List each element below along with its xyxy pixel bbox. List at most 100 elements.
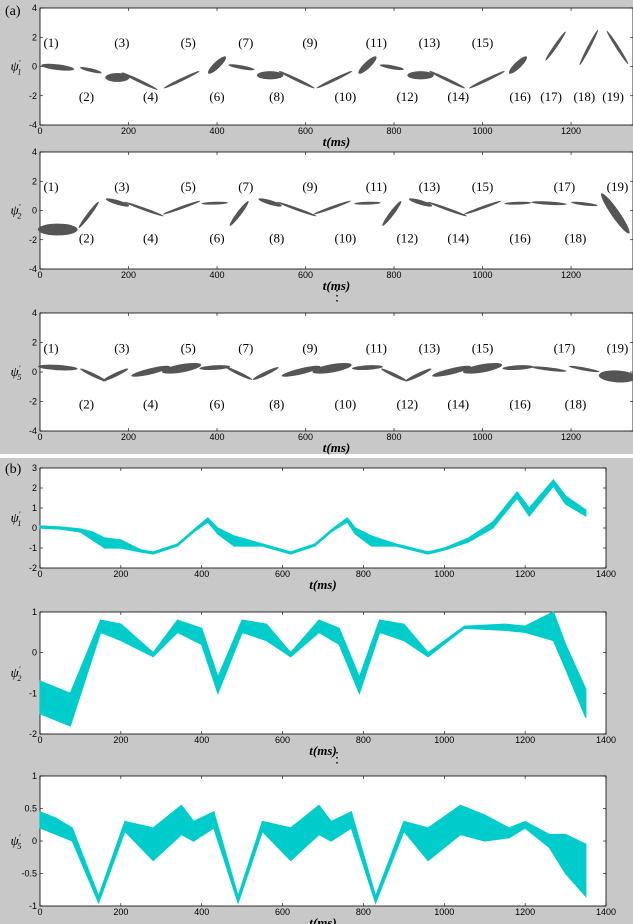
plot-area bbox=[39, 151, 633, 270]
x-tick-label: 0 bbox=[37, 432, 42, 442]
segment-ellipse-3 bbox=[102, 368, 129, 382]
segment-ellipse-12 bbox=[382, 200, 402, 226]
series-band bbox=[39, 611, 587, 727]
x-tick-label: 1000 bbox=[473, 126, 493, 136]
x-tick-label: 800 bbox=[387, 270, 402, 280]
segment-label: (16) bbox=[509, 230, 531, 245]
y-tick-label: 4 bbox=[32, 3, 37, 13]
x-tick-label: 400 bbox=[209, 270, 224, 280]
segment-label: (5) bbox=[181, 340, 196, 355]
x-tick-label: 1400 bbox=[596, 569, 616, 579]
segment-ellipse-19 bbox=[601, 193, 630, 234]
segment-ellipse-16 bbox=[508, 56, 528, 74]
x-tick-label: 1400 bbox=[596, 907, 616, 917]
x-axis-label: t(ms) bbox=[309, 743, 336, 758]
ellipsis-mark-1: ⋮ bbox=[330, 289, 344, 304]
plot-area bbox=[39, 775, 607, 907]
y-tick-label: -2 bbox=[29, 235, 37, 245]
segment-label: (15) bbox=[472, 35, 494, 50]
segment-ellipse-16 bbox=[504, 201, 532, 205]
segment-ellipse-1 bbox=[37, 364, 78, 371]
y-tick-label: 0 bbox=[32, 367, 37, 377]
plot-area bbox=[39, 467, 607, 569]
segment-label: (4) bbox=[143, 396, 158, 411]
x-tick-label: 1000 bbox=[434, 735, 454, 745]
segment-label: (11) bbox=[366, 340, 387, 355]
y-tick-label: -4 bbox=[29, 426, 37, 436]
segment-label: (10) bbox=[335, 396, 357, 411]
segment-label: (4) bbox=[143, 230, 158, 245]
segment-label: (1) bbox=[43, 340, 58, 355]
segment-ellipse-9 bbox=[278, 70, 315, 89]
plot-area bbox=[39, 312, 633, 432]
y-tick-label: 0 bbox=[32, 62, 37, 72]
panel-b-label: (b) bbox=[5, 462, 22, 477]
segment-ellipse-14 bbox=[429, 70, 466, 89]
x-tick-label: 1200 bbox=[515, 907, 535, 917]
x-tick-label: 200 bbox=[113, 907, 128, 917]
segment-ellipse-2 bbox=[80, 67, 102, 74]
segment-ellipse-17 bbox=[545, 31, 566, 61]
segment-ellipse-12 bbox=[379, 64, 404, 71]
x-tick-label: 600 bbox=[298, 126, 313, 136]
segment-ellipse-9 bbox=[276, 201, 317, 217]
segment-label: (7) bbox=[238, 340, 253, 355]
segment-label: (14) bbox=[447, 230, 469, 245]
x-axis-label: t(ms) bbox=[323, 440, 350, 455]
segment-label: (8) bbox=[269, 396, 284, 411]
y-tick-label: -2 bbox=[29, 91, 37, 101]
segment-label: (7) bbox=[238, 179, 253, 194]
segment-label: (3) bbox=[114, 179, 129, 194]
segment-ellipse-16 bbox=[502, 365, 534, 371]
segment-ellipse-4 bbox=[124, 201, 164, 217]
x-tick-label: 200 bbox=[113, 569, 128, 579]
x-axis-label: t(ms) bbox=[323, 278, 350, 293]
x-tick-label: 400 bbox=[194, 907, 209, 917]
y-tick-label: 3 bbox=[32, 463, 37, 473]
segment-label: (8) bbox=[269, 230, 284, 245]
y-tick-label: 1 bbox=[32, 771, 37, 781]
segment-ellipse-13 bbox=[407, 71, 434, 80]
segment-label: (5) bbox=[181, 35, 196, 50]
x-tick-label: 400 bbox=[209, 432, 224, 442]
y-axis-label: ψ' 2 bbox=[11, 665, 22, 683]
y-tick-label: 0 bbox=[32, 206, 37, 216]
x-axis-label: t(ms) bbox=[323, 134, 350, 149]
segment-ellipse-14 bbox=[427, 201, 467, 217]
segment-label: (2) bbox=[79, 230, 94, 245]
segment-label: (4) bbox=[143, 89, 158, 104]
y-tick-label: 4 bbox=[32, 147, 37, 157]
y-tick-label: -2 bbox=[29, 729, 37, 739]
x-tick-label: 0 bbox=[37, 126, 42, 136]
y-tick-label: 0.5 bbox=[24, 804, 37, 814]
segment-ellipse-18 bbox=[571, 201, 598, 207]
segment-ellipse-2 bbox=[80, 368, 107, 382]
y-axis-label: ψ' 5 bbox=[11, 364, 22, 382]
segment-label: (15) bbox=[472, 340, 494, 355]
segment-ellipse-15 bbox=[462, 362, 503, 374]
segment-ellipse-5 bbox=[162, 200, 201, 215]
y-tick-label: -0.5 bbox=[21, 869, 37, 879]
segment-ellipse-19 bbox=[606, 30, 629, 65]
segment-label: (18) bbox=[565, 230, 587, 245]
y-tick-label: -2 bbox=[29, 397, 37, 407]
segment-ellipse-11 bbox=[352, 365, 383, 371]
segment-ellipse-8 bbox=[258, 198, 282, 207]
x-tick-label: 1000 bbox=[434, 569, 454, 579]
y-axis-label: ψ' 5 bbox=[11, 833, 22, 851]
segment-label: (19) bbox=[607, 179, 629, 194]
segment-label: (19) bbox=[602, 89, 624, 104]
x-tick-label: 800 bbox=[356, 569, 371, 579]
x-tick-label: 600 bbox=[275, 907, 290, 917]
y-tick-label: 1 bbox=[32, 607, 37, 617]
x-tick-label: 1200 bbox=[515, 735, 535, 745]
x-tick-label: 800 bbox=[356, 735, 371, 745]
x-tick-label: 200 bbox=[113, 735, 128, 745]
y-tick-label: -1 bbox=[29, 543, 37, 553]
y-axis-label: ψ' 1 bbox=[11, 59, 22, 77]
segment-ellipse-3 bbox=[105, 73, 130, 82]
segment-ellipse-10 bbox=[312, 362, 352, 374]
segment-ellipse-2 bbox=[78, 201, 99, 229]
segment-label: (2) bbox=[79, 89, 94, 104]
